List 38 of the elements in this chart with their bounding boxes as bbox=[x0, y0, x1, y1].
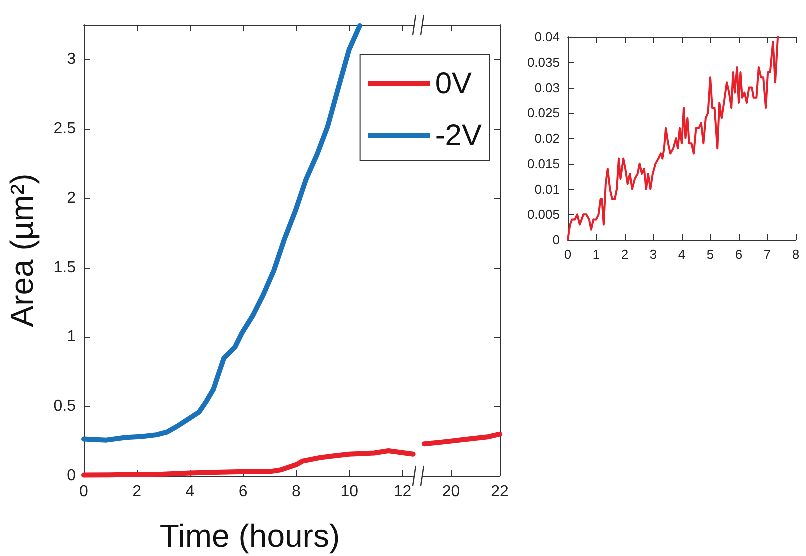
x-tick-label: 7 bbox=[764, 247, 772, 262]
x-tick-label: 2 bbox=[621, 247, 629, 262]
legend-label: -2V bbox=[435, 120, 482, 152]
x-tick-label: 0 bbox=[80, 484, 89, 500]
x-tick-label: 1 bbox=[592, 247, 600, 262]
y-tick-label: 2 bbox=[67, 190, 76, 207]
x-tick-label: 4 bbox=[186, 484, 195, 500]
y-tick-label: 0.04 bbox=[534, 30, 560, 44]
x-tick-label: 4 bbox=[678, 247, 686, 262]
x-tick-label: 10 bbox=[340, 484, 359, 500]
y-tick-label: 0 bbox=[67, 468, 76, 484]
y-tick-label: 0.035 bbox=[527, 54, 560, 70]
x-tick-label: 0 bbox=[564, 247, 572, 262]
x-tick-label: 2 bbox=[132, 484, 142, 500]
legend-label: 0V bbox=[435, 68, 472, 100]
y-axis-title: Area (µm²) bbox=[4, 174, 40, 328]
y-tick-label: 3 bbox=[67, 51, 76, 68]
y-tick-label: 0.03 bbox=[534, 80, 560, 96]
x-tick-label: 6 bbox=[735, 247, 743, 262]
y-tick-label: 2.5 bbox=[54, 120, 76, 138]
y-tick-label: 0.025 bbox=[527, 106, 560, 121]
x-tick-label: 20 bbox=[442, 484, 460, 500]
y-tick-label: 0.02 bbox=[534, 131, 560, 146]
x-tick-label: 6 bbox=[238, 484, 248, 500]
x-tick-label: 8 bbox=[292, 484, 302, 500]
y-tick-label: 0.01 bbox=[534, 182, 560, 197]
y-tick-label: 0.005 bbox=[527, 207, 560, 222]
x-tick-label: 22 bbox=[491, 484, 509, 500]
y-tick-label: 0.015 bbox=[527, 156, 560, 172]
y-tick-label: 0 bbox=[552, 232, 560, 248]
y-tick-label: 0.5 bbox=[54, 398, 76, 416]
y-tick-label: 1 bbox=[67, 328, 76, 346]
x-tick-label: 3 bbox=[650, 247, 658, 262]
x-tick-label: 5 bbox=[706, 247, 714, 262]
y-tick-label: 1.5 bbox=[54, 259, 76, 276]
x-axis-title: Time (hours) bbox=[160, 518, 340, 554]
x-tick-label: 8 bbox=[792, 247, 800, 262]
x-tick-label: 12 bbox=[394, 484, 412, 500]
